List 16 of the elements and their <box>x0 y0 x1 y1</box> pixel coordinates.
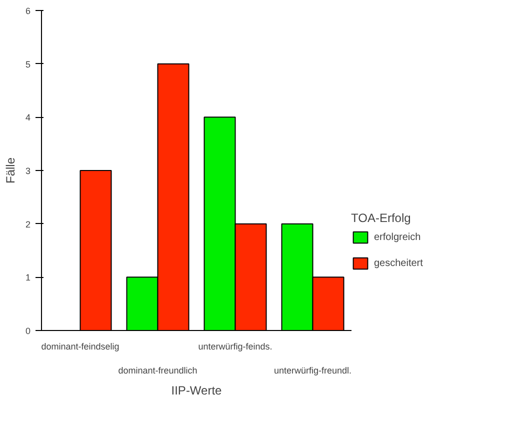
x-tick-label: dominant-feindselig <box>41 342 120 352</box>
legend-label: erfolgreich <box>374 232 422 242</box>
y-tick-label: 2 <box>25 219 31 230</box>
legend-label: gescheitert <box>374 258 424 268</box>
y-tick-label: 6 <box>25 6 31 16</box>
y-tick-label: 5 <box>25 59 31 70</box>
x-tick-label: unterwürfig-freundl. <box>274 366 352 376</box>
x-tick-label: dominant-freundlich <box>118 366 198 376</box>
legend-title: TOA-Erfolg <box>351 211 412 225</box>
y-axis-title: Fälle <box>3 157 18 184</box>
x-tick-label: unterwürfig-feinds. <box>198 342 272 352</box>
y-tick-label: 0 <box>25 326 31 336</box>
y-tick-label: 1 <box>25 272 31 283</box>
y-tick-label: 4 <box>25 112 31 123</box>
x-axis-title: IIP-Werte <box>171 384 222 398</box>
y-tick-label: 3 <box>25 166 31 176</box>
